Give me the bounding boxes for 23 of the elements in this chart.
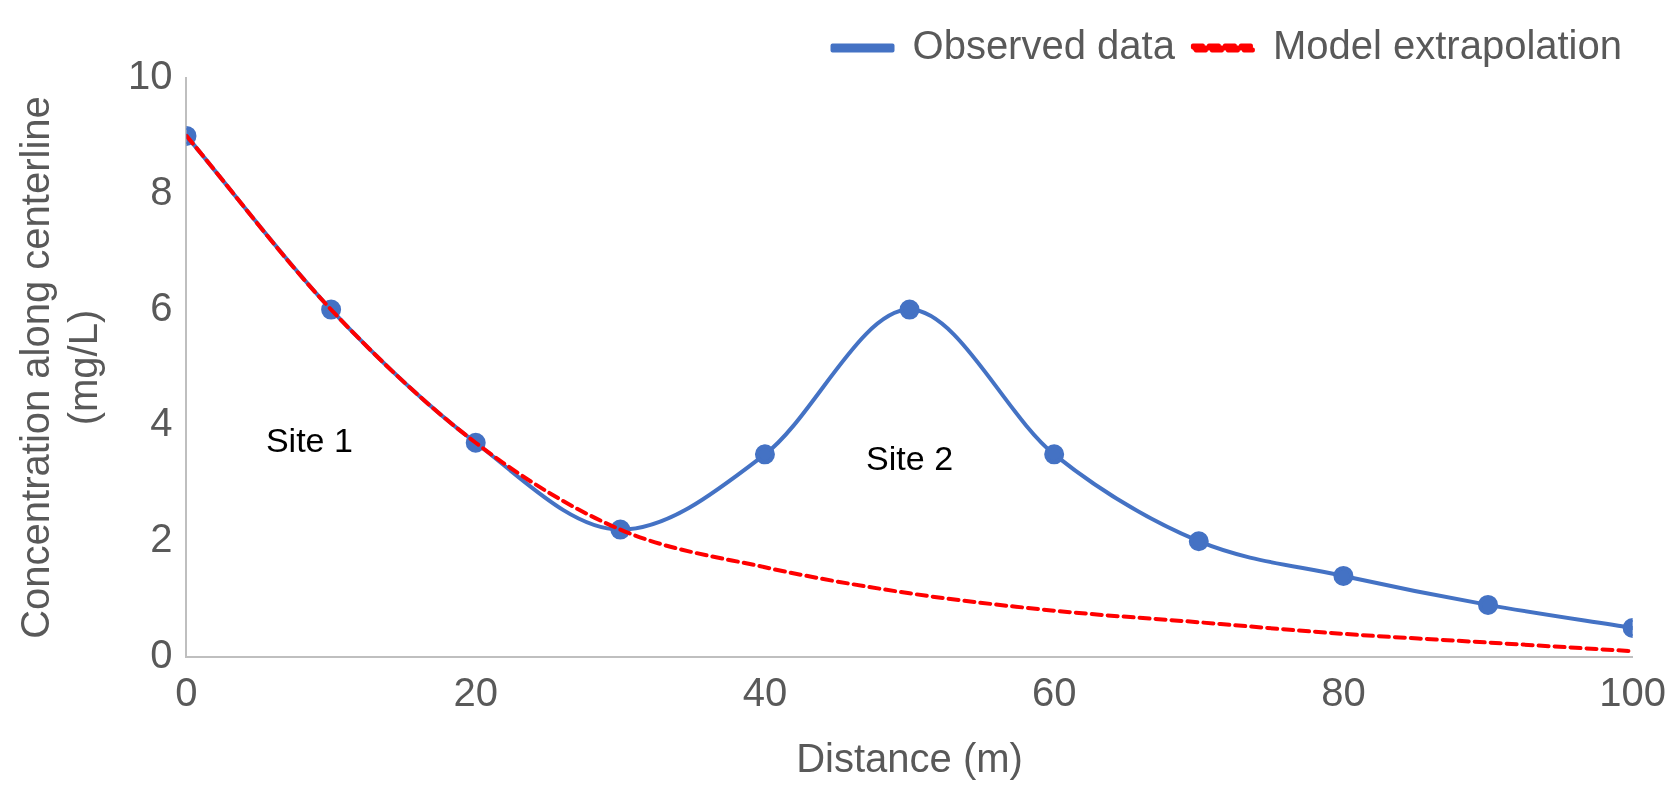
y-tick-label: 4 xyxy=(150,400,173,445)
x-tick-label: 20 xyxy=(453,670,498,715)
x-tick-label: 80 xyxy=(1321,670,1366,715)
legend-label: Observed data xyxy=(912,23,1176,68)
point xyxy=(1188,531,1209,552)
y-tick-label: 2 xyxy=(150,516,173,561)
y-axis-title: Concentration along centerline (mg/L) xyxy=(13,96,106,639)
point xyxy=(899,299,920,320)
y-tick-label: 8 xyxy=(150,168,173,213)
y-tick-label: 0 xyxy=(150,632,173,677)
y-tick-label: 10 xyxy=(127,53,173,98)
x-tick-label: 100 xyxy=(1599,670,1667,715)
point xyxy=(1044,444,1065,465)
annotation: Site 1 xyxy=(265,421,353,460)
x-axis-title: Distance (m) xyxy=(796,736,1023,781)
x-tick-label: 40 xyxy=(742,670,788,715)
point xyxy=(754,444,775,465)
x-tick-label: 60 xyxy=(1031,670,1077,715)
annotation: Site 2 xyxy=(866,438,954,477)
point xyxy=(1333,565,1354,586)
y-tick-label: 6 xyxy=(150,284,173,329)
legend-label: Model extrapolation xyxy=(1272,23,1623,68)
point xyxy=(1478,594,1499,615)
